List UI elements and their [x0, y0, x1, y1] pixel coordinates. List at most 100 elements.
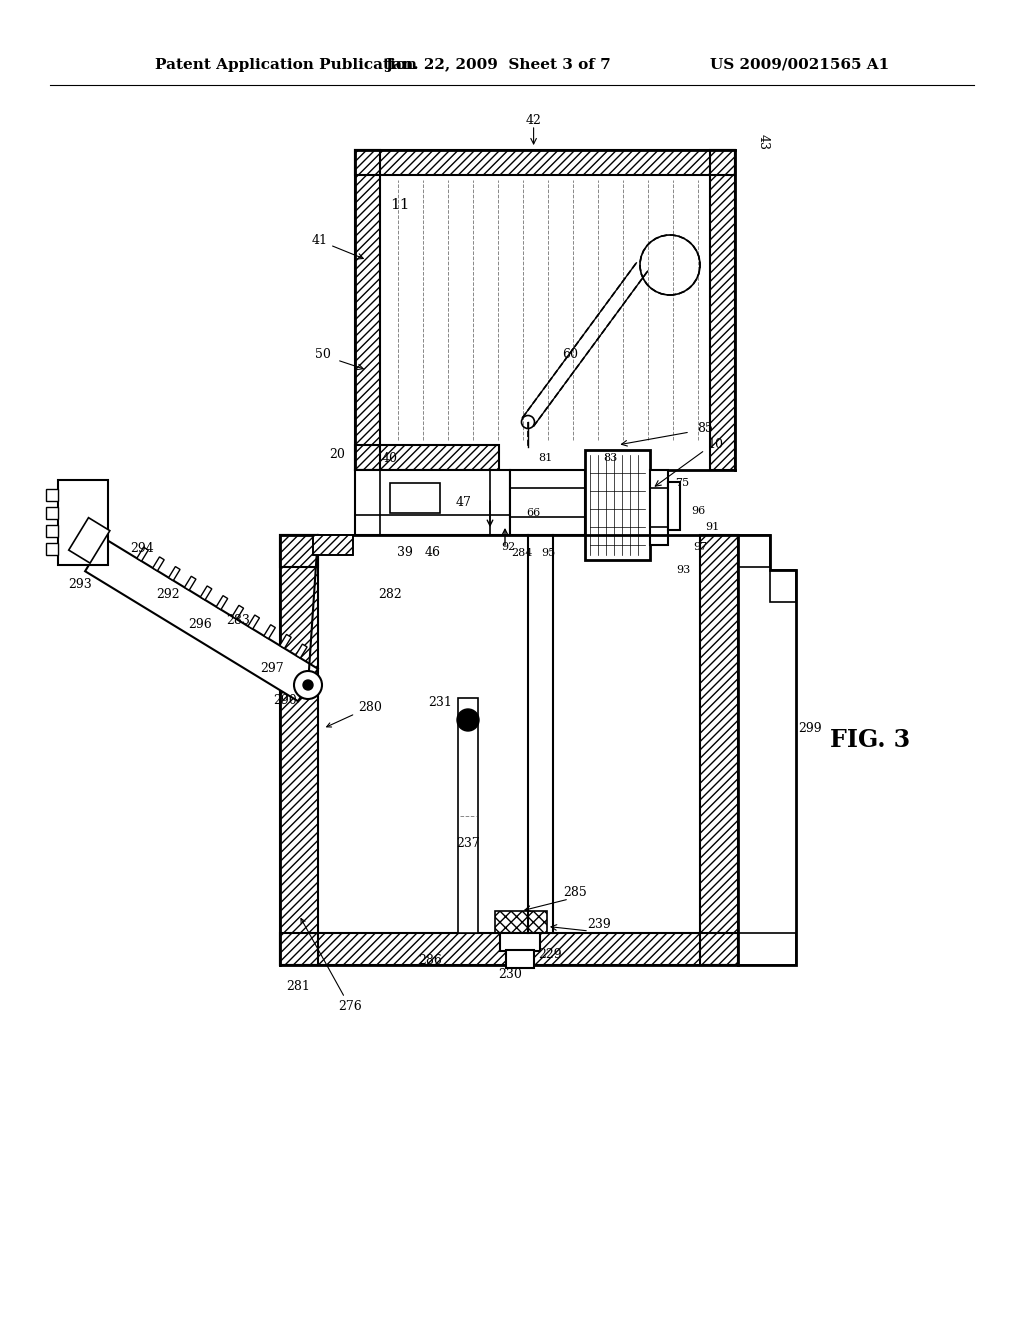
Polygon shape — [184, 577, 196, 590]
Text: 39: 39 — [397, 546, 413, 560]
Bar — [650, 470, 668, 488]
Text: 296: 296 — [188, 619, 212, 631]
Polygon shape — [296, 644, 307, 659]
Bar — [58, 480, 108, 565]
Bar — [500, 933, 540, 950]
Bar — [390, 483, 440, 513]
Bar — [510, 517, 585, 535]
Text: 293: 293 — [69, 578, 92, 591]
Bar — [355, 470, 510, 535]
Bar — [355, 515, 510, 535]
Polygon shape — [280, 635, 291, 648]
Bar — [738, 535, 770, 568]
Text: 43: 43 — [757, 135, 769, 150]
Text: 75: 75 — [675, 478, 689, 488]
Polygon shape — [216, 595, 227, 610]
Bar — [585, 450, 650, 560]
Text: 239: 239 — [587, 919, 611, 932]
Bar — [280, 535, 318, 568]
Bar — [650, 527, 668, 545]
Bar — [710, 150, 735, 470]
Bar — [355, 150, 735, 176]
Bar — [313, 535, 353, 554]
Bar — [650, 470, 668, 488]
Text: 299: 299 — [798, 722, 822, 735]
Bar — [700, 535, 738, 965]
Bar — [355, 150, 380, 470]
Text: 286: 286 — [418, 954, 442, 968]
Text: 231: 231 — [428, 697, 452, 709]
Bar — [355, 470, 380, 535]
Polygon shape — [232, 606, 244, 619]
Bar — [668, 482, 680, 531]
Text: FIG. 3: FIG. 3 — [829, 729, 910, 752]
Bar — [490, 470, 510, 535]
Text: 41: 41 — [312, 234, 328, 247]
Bar — [510, 470, 585, 488]
Polygon shape — [738, 535, 796, 965]
Bar — [280, 933, 738, 965]
Bar — [46, 543, 58, 554]
Bar — [458, 698, 478, 933]
Text: 91: 91 — [705, 521, 719, 532]
Text: 290: 290 — [273, 693, 297, 706]
Bar — [280, 535, 318, 965]
Bar — [355, 445, 500, 470]
Text: 46: 46 — [425, 546, 440, 560]
Bar — [280, 535, 318, 965]
Text: 276: 276 — [301, 919, 361, 1014]
Bar — [355, 470, 380, 535]
Bar — [770, 570, 796, 602]
Text: 285: 285 — [563, 887, 587, 899]
Bar — [710, 150, 735, 470]
Bar — [700, 535, 738, 965]
Text: 10: 10 — [707, 438, 723, 451]
Text: 282: 282 — [378, 589, 401, 602]
Text: Patent Application Publication: Patent Application Publication — [155, 58, 417, 73]
Polygon shape — [169, 566, 180, 581]
Bar — [738, 535, 770, 568]
Bar — [355, 445, 500, 470]
Text: 230: 230 — [498, 968, 522, 981]
Text: 297: 297 — [260, 661, 284, 675]
Bar — [738, 933, 796, 965]
Bar — [510, 470, 585, 535]
Text: 66: 66 — [526, 508, 540, 517]
Polygon shape — [248, 615, 259, 630]
Polygon shape — [137, 548, 148, 561]
Polygon shape — [69, 517, 110, 564]
Text: US 2009/0021565 A1: US 2009/0021565 A1 — [710, 58, 889, 73]
Bar — [355, 515, 510, 535]
Bar — [46, 507, 58, 519]
Text: 283: 283 — [226, 614, 250, 627]
Text: 47: 47 — [456, 496, 471, 510]
Text: 85: 85 — [697, 421, 713, 434]
Bar — [313, 535, 353, 554]
Polygon shape — [85, 539, 317, 701]
Text: 95: 95 — [541, 548, 555, 558]
Polygon shape — [264, 624, 275, 639]
Text: 50: 50 — [315, 348, 331, 362]
Text: 92: 92 — [501, 543, 515, 552]
Polygon shape — [201, 586, 212, 599]
Text: 93: 93 — [676, 565, 690, 576]
Text: 81: 81 — [538, 453, 552, 463]
Text: Jan. 22, 2009  Sheet 3 of 7: Jan. 22, 2009 Sheet 3 of 7 — [385, 58, 610, 73]
Bar — [355, 150, 380, 470]
Bar — [46, 488, 58, 502]
Bar — [355, 150, 735, 176]
Bar — [495, 911, 547, 933]
Circle shape — [457, 709, 479, 731]
Text: 20: 20 — [329, 449, 345, 462]
Text: 11: 11 — [390, 198, 410, 213]
Bar — [280, 535, 318, 568]
Bar — [490, 470, 510, 535]
Bar — [46, 525, 58, 537]
Bar — [495, 911, 547, 933]
Text: 229: 229 — [539, 948, 562, 961]
Text: 40: 40 — [382, 451, 398, 465]
Bar — [650, 527, 668, 545]
Text: 280: 280 — [327, 701, 382, 727]
Bar — [510, 517, 585, 535]
Polygon shape — [153, 557, 164, 570]
